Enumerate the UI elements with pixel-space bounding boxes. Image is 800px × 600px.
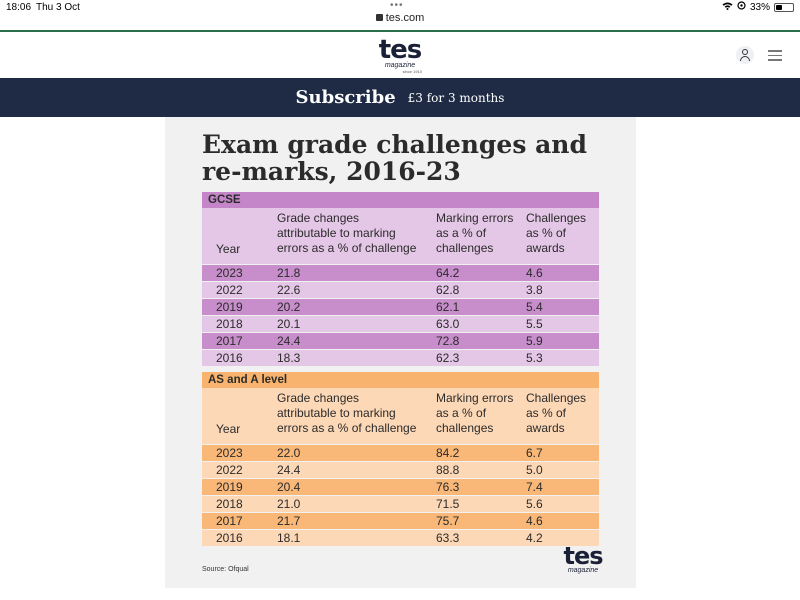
as-a-level-section-title: AS and A level	[202, 372, 599, 388]
table-row: 2017 21.7 75.7 4.6	[202, 512, 599, 529]
url-text: tes.com	[385, 12, 425, 24]
table-row: 2018 21.0 71.5 5.6	[202, 495, 599, 512]
table-row: 2016 18.3 62.3 5.3	[202, 349, 599, 366]
site-header: tes magazine since 1910	[0, 30, 800, 78]
source-note: Source: Ofqual	[202, 566, 249, 573]
table-row: 2017 24.4 72.8 5.9	[202, 332, 599, 349]
table-row: 2019 20.4 76.3 7.4	[202, 478, 599, 495]
menu-icon[interactable]	[768, 50, 782, 64]
date: Thu 3 Oct	[36, 2, 80, 13]
battery-percent: 33%	[749, 1, 770, 13]
gcse-column-headers: Year Grade changes attributable to marki…	[202, 208, 599, 264]
subscribe-label: Subscribe	[295, 87, 396, 108]
logo-since: since 1910	[402, 69, 422, 74]
as-a-level-column-headers: Year Grade changes attributable to marki…	[202, 388, 599, 444]
header-year: Year	[216, 242, 241, 256]
table-row: 2016 18.1 63.3 4.2	[202, 529, 599, 546]
account-icon[interactable]	[736, 46, 754, 64]
subscribe-banner[interactable]: Subscribe £3 for 3 months	[0, 78, 800, 117]
gcse-section-title: GCSE	[202, 192, 599, 208]
header-challenges: Challenges as % of awards	[526, 391, 587, 435]
header-grade-changes: Grade changes attributable to marking er…	[277, 211, 417, 255]
header-grade-changes: Grade changes attributable to marking er…	[277, 391, 417, 435]
lock-icon	[375, 14, 383, 21]
header-challenges: Challenges as % of awards	[526, 211, 587, 255]
battery-icon	[774, 2, 794, 12]
table-row: 2023 22.0 84.2 6.7	[202, 444, 599, 461]
wifi-icon	[722, 2, 733, 13]
tes-logo[interactable]: tes magazine since 1910	[378, 35, 423, 74]
address-bar[interactable]: tes.com	[0, 12, 800, 24]
more-dots-icon[interactable]: •••	[390, 0, 404, 11]
gcse-table: GCSE Year Grade changes attributable to …	[202, 192, 599, 366]
location-lock-icon	[737, 1, 746, 13]
tes-logo-graphic: tes magazine	[563, 542, 603, 574]
table-row: 2019 20.2 62.1 5.4	[202, 298, 599, 315]
logo-text: tes	[378, 35, 423, 65]
logo-subtitle: magazine	[384, 62, 416, 69]
header-year: Year	[216, 422, 241, 436]
table-row: 2018 20.1 63.0 5.5	[202, 315, 599, 332]
infographic: Exam grade challenges and re-marks, 2016…	[165, 117, 636, 588]
graphic-title: Exam grade challenges and re-marks, 2016…	[202, 130, 587, 186]
as-a-level-table: AS and A level Year Grade changes attrib…	[202, 372, 599, 546]
table-row: 2022 24.4 88.8 5.0	[202, 461, 599, 478]
clock: 18:06	[6, 2, 32, 13]
header-marking-errors: Marking errors as a % of challenges	[436, 391, 514, 435]
header-marking-errors: Marking errors as a % of challenges	[436, 211, 514, 255]
subscribe-offer: £3 for 3 months	[407, 90, 505, 105]
status-bar: 18:06 Thu 3 Oct ••• 33%	[0, 0, 800, 14]
table-row: 2022 22.6 62.8 3.8	[202, 281, 599, 298]
table-row: 2023 21.8 64.2 4.6	[202, 264, 599, 281]
